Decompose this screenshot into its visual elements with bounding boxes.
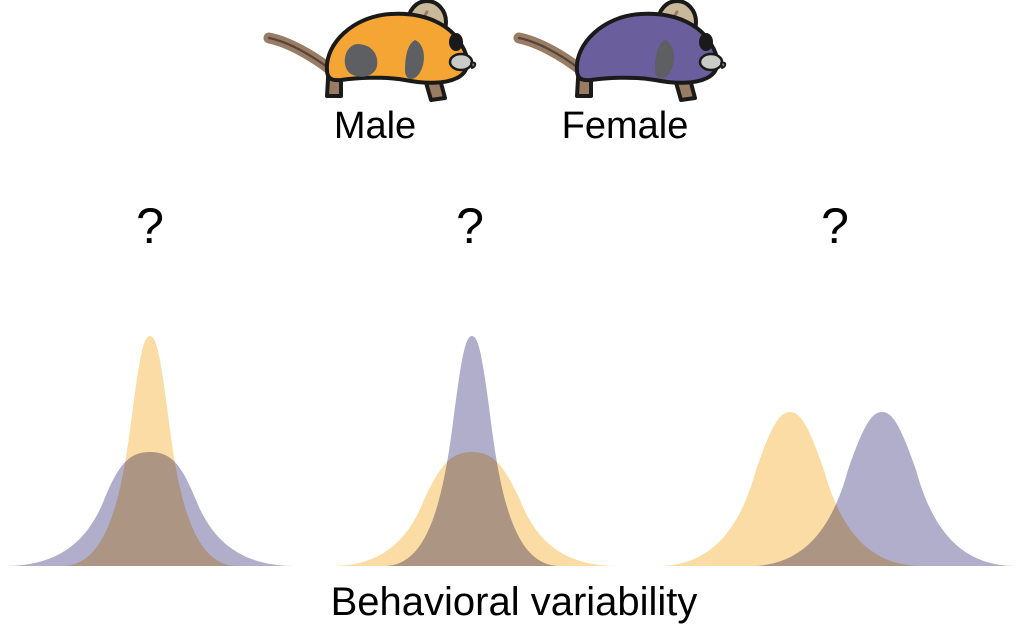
legend-label-male: Male [333,105,417,147]
panel-1-male-curve [62,336,238,566]
legend-label-female: Female [561,105,689,147]
question-mark-panel-2: ? [456,198,484,254]
mouse-icon [513,0,727,102]
question-mark-panel-3: ? [821,198,849,254]
mouse-icon [263,0,477,102]
legend-item-female: Female [505,0,745,160]
panel-3-curves [658,412,1016,566]
axis-label-behavioral-variability: Behavioral variability [330,580,698,624]
question-mark-panel-1: ? [136,198,164,254]
panel-3-female-curve [750,412,1016,566]
legend-item-male: Male [255,0,495,160]
panel-2-female-curve [384,336,560,566]
panel-1-curves [5,336,295,566]
panel-3-male-curve [658,412,922,566]
panel-2-curves [332,336,618,566]
